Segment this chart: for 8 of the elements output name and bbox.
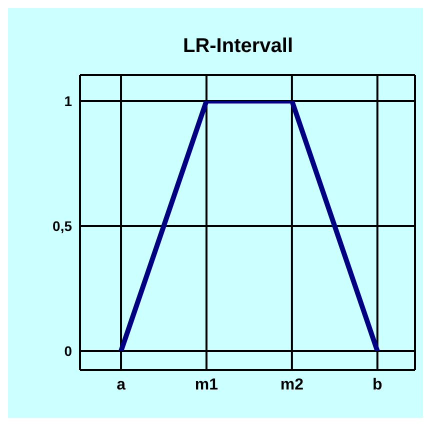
x-tick-label: m2 <box>280 376 304 394</box>
x-tick-label: m1 <box>194 376 218 394</box>
chart-title: LR-Intervall <box>182 34 294 58</box>
y-tick-label: 0,5 <box>52 218 72 234</box>
y-tick-label: 0 <box>64 342 72 359</box>
x-tick-label: b <box>372 376 383 394</box>
y-tick-label: 1 <box>64 92 72 109</box>
x-tick-label: a <box>116 376 126 394</box>
